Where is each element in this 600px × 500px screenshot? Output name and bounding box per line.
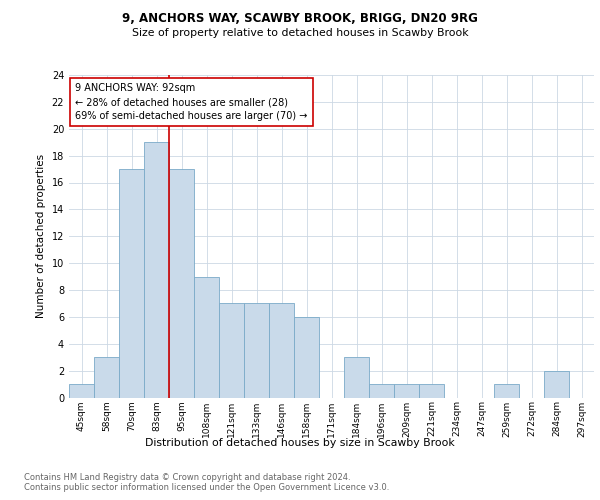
Bar <box>544 370 569 398</box>
Bar <box>269 304 294 398</box>
Bar <box>344 357 369 398</box>
Y-axis label: Number of detached properties: Number of detached properties <box>36 154 46 318</box>
Text: 9 ANCHORS WAY: 92sqm
← 28% of detached houses are smaller (28)
69% of semi-detac: 9 ANCHORS WAY: 92sqm ← 28% of detached h… <box>76 83 308 121</box>
Bar <box>369 384 394 398</box>
Bar <box>119 169 144 398</box>
Bar <box>69 384 94 398</box>
Text: Distribution of detached houses by size in Scawby Brook: Distribution of detached houses by size … <box>145 438 455 448</box>
Bar <box>244 304 269 398</box>
Text: Size of property relative to detached houses in Scawby Brook: Size of property relative to detached ho… <box>131 28 469 38</box>
Bar <box>394 384 419 398</box>
Bar <box>419 384 444 398</box>
Bar <box>169 169 194 398</box>
Bar <box>294 317 319 398</box>
Bar <box>494 384 519 398</box>
Bar <box>219 304 244 398</box>
Text: 9, ANCHORS WAY, SCAWBY BROOK, BRIGG, DN20 9RG: 9, ANCHORS WAY, SCAWBY BROOK, BRIGG, DN2… <box>122 12 478 26</box>
Bar <box>194 276 219 398</box>
Bar <box>94 357 119 398</box>
Bar <box>144 142 169 398</box>
Text: Contains HM Land Registry data © Crown copyright and database right 2024.
Contai: Contains HM Land Registry data © Crown c… <box>24 472 389 492</box>
